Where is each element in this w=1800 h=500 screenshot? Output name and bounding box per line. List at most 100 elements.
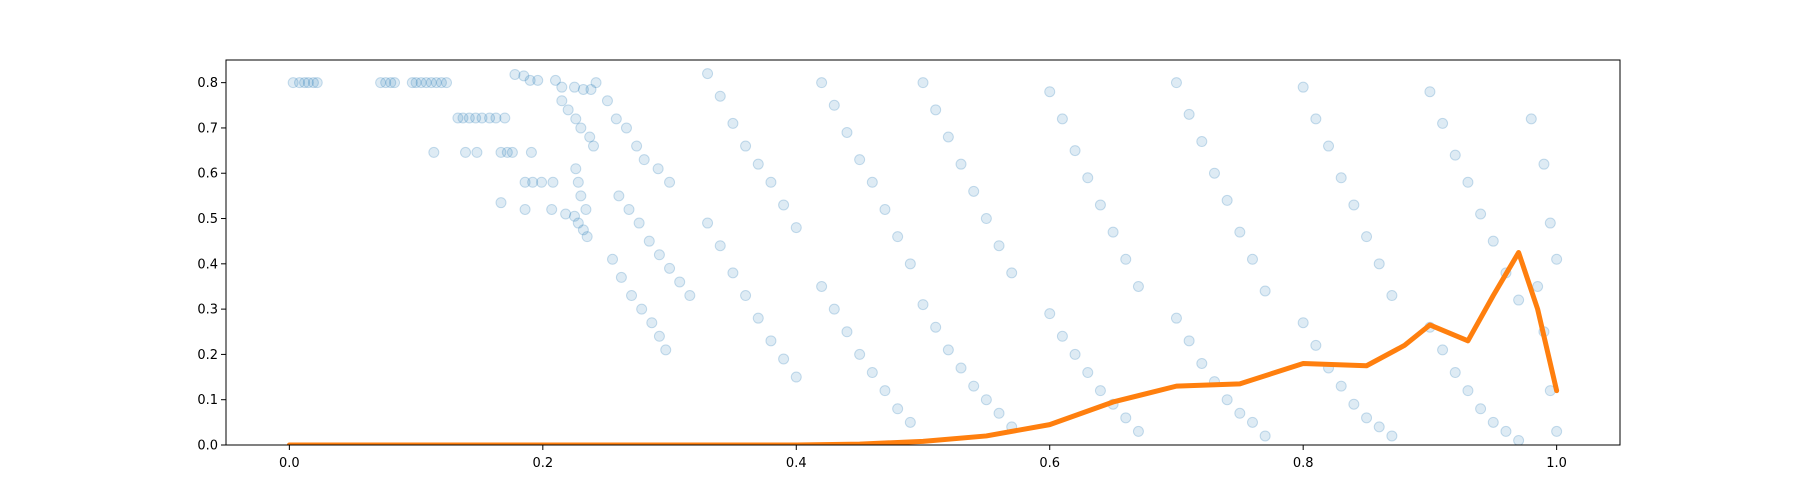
scatter-point bbox=[509, 68, 521, 80]
scatter-point bbox=[457, 112, 469, 124]
scatter-point bbox=[633, 217, 645, 229]
scatter-point bbox=[623, 203, 635, 215]
scatter-point bbox=[532, 74, 544, 86]
scatter-point bbox=[380, 77, 392, 89]
scatter-point bbox=[585, 83, 597, 95]
scatter-point bbox=[601, 95, 613, 107]
scatter-point bbox=[816, 280, 828, 292]
scatter-point bbox=[917, 299, 929, 311]
scatter-point bbox=[841, 126, 853, 138]
scatter-point bbox=[702, 68, 714, 80]
scatter-point bbox=[495, 146, 507, 158]
scatter-point bbox=[636, 303, 648, 315]
scatter-point bbox=[1544, 217, 1556, 229]
y-tick-label: 0.4 bbox=[197, 257, 218, 272]
scatter-point bbox=[942, 131, 954, 143]
scatter-point bbox=[1532, 280, 1544, 292]
scatter-point bbox=[1551, 425, 1563, 437]
scatter-point bbox=[980, 213, 992, 225]
x-tick-label: 1.0 bbox=[1546, 456, 1567, 471]
scatter-point bbox=[1310, 339, 1322, 351]
scatter-point bbox=[1475, 208, 1487, 220]
scatter-point bbox=[1348, 398, 1360, 410]
scatter-point bbox=[1120, 412, 1132, 424]
scatter-point bbox=[470, 112, 482, 124]
y-tick-label: 0.1 bbox=[197, 393, 218, 408]
scatter-point bbox=[1082, 172, 1094, 184]
scatter-point bbox=[584, 131, 596, 143]
y-tick-label: 0.2 bbox=[197, 348, 218, 363]
scatter-point bbox=[299, 77, 311, 89]
scatter-point bbox=[572, 176, 584, 188]
scatter-point bbox=[428, 146, 440, 158]
scatter-point bbox=[307, 77, 319, 89]
scatter-point bbox=[588, 140, 600, 152]
scatter-point bbox=[653, 249, 665, 261]
scatter-point bbox=[727, 267, 739, 279]
scatter-point bbox=[879, 385, 891, 397]
scatter-point bbox=[684, 290, 696, 302]
scatter-point bbox=[664, 262, 676, 274]
scatter-point bbox=[562, 104, 574, 116]
scatter-point bbox=[1386, 290, 1398, 302]
scatter-point bbox=[930, 104, 942, 116]
scatter-point bbox=[460, 146, 472, 158]
x-tick-label: 0.2 bbox=[532, 456, 553, 471]
scatter-point bbox=[1120, 253, 1132, 265]
scatter-point bbox=[1183, 108, 1195, 120]
scatter-point bbox=[1170, 312, 1182, 324]
scatter-point bbox=[1006, 267, 1018, 279]
x-tick-label: 0.6 bbox=[1039, 456, 1060, 471]
scatter-point bbox=[389, 77, 401, 89]
scatter-point bbox=[1183, 335, 1195, 347]
scatter-point bbox=[1424, 86, 1436, 98]
scatter-point bbox=[1246, 416, 1258, 428]
y-tick-label: 0.6 bbox=[197, 167, 218, 182]
scatter-point bbox=[652, 163, 664, 175]
scatter-point bbox=[1170, 77, 1182, 89]
scatter-point bbox=[1449, 367, 1461, 379]
scatter-point bbox=[904, 416, 916, 428]
scatter-point bbox=[294, 77, 305, 89]
scatter-point bbox=[570, 163, 582, 175]
scatter-point bbox=[1069, 145, 1081, 157]
scatter-point bbox=[643, 235, 655, 247]
scatter-point bbox=[968, 185, 980, 197]
scatter-point bbox=[560, 208, 572, 220]
scatter-point bbox=[525, 146, 537, 158]
scatter-point bbox=[410, 77, 422, 89]
scatter-point bbox=[740, 290, 752, 302]
scatter-point bbox=[463, 112, 475, 124]
scatter-point bbox=[1044, 86, 1056, 98]
scatter-point bbox=[968, 380, 980, 392]
scatter-point bbox=[524, 74, 536, 86]
scatter-point bbox=[1513, 434, 1525, 445]
scatter-point bbox=[752, 158, 764, 170]
scatter-point bbox=[1475, 403, 1487, 415]
scatter-point bbox=[580, 203, 592, 215]
density-line bbox=[286, 250, 1560, 445]
scatter-point bbox=[1551, 253, 1563, 265]
scatter-point bbox=[518, 70, 530, 82]
scatter-point bbox=[841, 326, 853, 338]
scatter-point bbox=[993, 240, 1005, 252]
scatter-point bbox=[765, 176, 777, 188]
scatter-point bbox=[714, 240, 726, 252]
scatter-point bbox=[569, 210, 580, 222]
scatter-point bbox=[490, 112, 502, 124]
scatter-point bbox=[828, 303, 840, 315]
y-tick-label: 0.0 bbox=[197, 439, 218, 454]
scatter-point bbox=[1513, 294, 1525, 306]
scatter-point bbox=[1297, 317, 1309, 329]
scatter-point bbox=[828, 99, 840, 111]
scatter-point bbox=[1234, 407, 1246, 419]
plot-area bbox=[286, 68, 1563, 445]
scatter-point bbox=[1297, 81, 1309, 93]
scatter-point bbox=[892, 403, 904, 415]
scatter-point bbox=[778, 353, 790, 365]
scatter-point bbox=[435, 77, 447, 89]
scatter-point bbox=[1500, 425, 1512, 437]
scatter-point bbox=[1525, 113, 1537, 125]
scatter-point bbox=[452, 112, 464, 124]
